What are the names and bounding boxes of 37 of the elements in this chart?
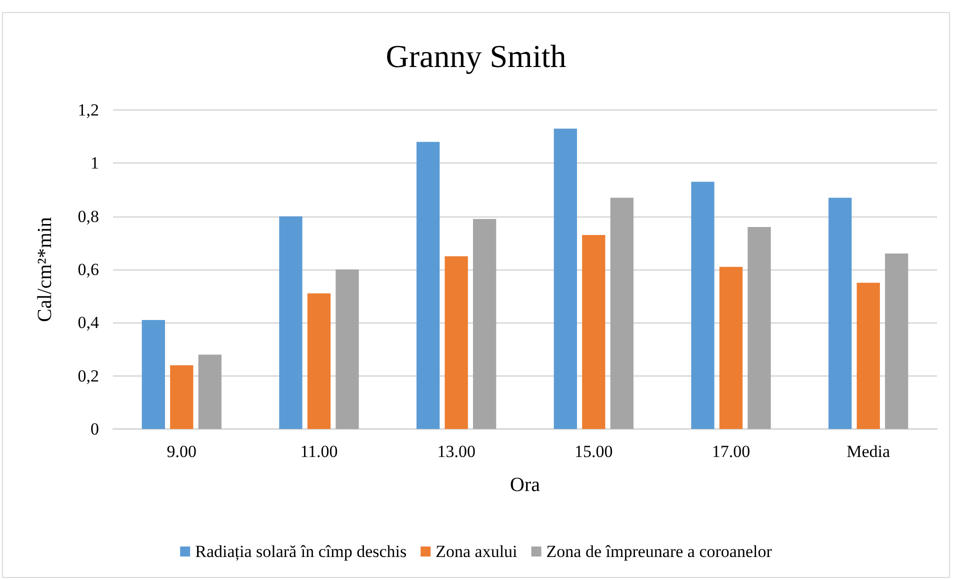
x-tick-label: 17.00 xyxy=(712,442,750,461)
bar xyxy=(691,182,714,429)
x-tick-label: 13.00 xyxy=(437,442,476,461)
bar xyxy=(885,254,908,429)
bar xyxy=(279,216,302,429)
y-tick-label: 1 xyxy=(90,154,99,173)
bar xyxy=(582,234,606,429)
x-tick-label: 11.00 xyxy=(300,442,338,461)
legend-label: Zona de împreunare a coroanelor xyxy=(546,542,772,561)
bar xyxy=(336,270,359,429)
x-tick-label: 9.00 xyxy=(166,442,197,461)
bar xyxy=(473,218,496,429)
y-tick-label: 1,2 xyxy=(78,100,99,120)
bar xyxy=(554,128,577,429)
y-tick-label: 0,2 xyxy=(78,366,99,386)
legend-label: Radiația solară în cîmp deschis xyxy=(195,542,407,561)
y-tick-label: 0 xyxy=(90,420,99,438)
bar xyxy=(828,198,852,429)
legend-label: Zona axului xyxy=(436,542,518,561)
chart-title: Granny Smith xyxy=(386,38,566,74)
bar xyxy=(719,266,743,429)
x-tick-label: 15.00 xyxy=(574,442,613,461)
bar xyxy=(307,293,331,429)
bar xyxy=(444,256,468,429)
bar xyxy=(748,226,771,429)
bar xyxy=(142,320,165,429)
x-axis-title: Ora xyxy=(510,474,540,496)
y-tick-label: 0,4 xyxy=(78,313,100,332)
y-tick-label: 0,8 xyxy=(78,206,99,226)
bar xyxy=(416,142,440,429)
bar xyxy=(610,198,634,429)
bar xyxy=(198,354,222,429)
y-tick-label: 0,6 xyxy=(78,260,99,279)
y-axis-title: Cal/cm²*min xyxy=(34,217,56,322)
bar xyxy=(856,282,880,429)
bar xyxy=(170,365,194,429)
x-tick-label: Media xyxy=(846,442,890,461)
